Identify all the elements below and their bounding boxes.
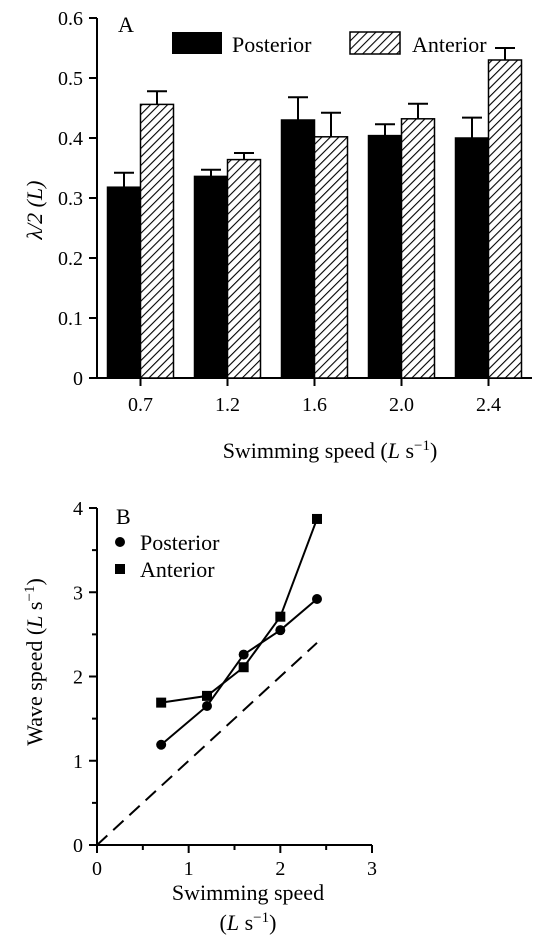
legend-marker-posterior bbox=[115, 537, 125, 547]
panel-b-x-axis-unit: (L s−1) bbox=[220, 910, 277, 935]
panel-a-y-tick-label: 0.2 bbox=[58, 248, 83, 270]
panel-b-x-tick-label: 3 bbox=[367, 858, 377, 880]
panel-a-y-axis-title: λ/2 (L) bbox=[22, 180, 47, 240]
legend-swatch-anterior bbox=[349, 31, 401, 55]
panel-a-bar-posterior bbox=[193, 175, 229, 379]
panel-a-x-tick-label: 1.6 bbox=[302, 394, 327, 416]
panel-b-point-anterior bbox=[275, 611, 286, 622]
panel-a-legend: Posterior Anterior bbox=[172, 31, 487, 57]
panel-a-bar-posterior bbox=[367, 134, 403, 379]
panel-b-y-tick-label: 4 bbox=[73, 498, 83, 520]
panel-a-bars bbox=[106, 47, 523, 379]
panel-a-x-axis-title: Swimming speed (L s−1) bbox=[223, 438, 438, 463]
panel-b-axes: 0 1 2 3 4 0 1 2 3 bbox=[73, 498, 377, 880]
panel-b-point-posterior bbox=[156, 739, 167, 750]
panel-b-y-tick-label: 1 bbox=[73, 751, 83, 773]
panel-a-x-tick-label: 2.0 bbox=[389, 394, 414, 416]
panel-a-bar-posterior bbox=[454, 137, 490, 379]
panel-b-point-posterior bbox=[275, 625, 286, 636]
panel-a-y-tick-label: 0.5 bbox=[58, 68, 83, 90]
panel-a-bar-anterior bbox=[487, 59, 523, 379]
panel-a-bar-anterior bbox=[226, 158, 262, 379]
legend-label-b-posterior: Posterior bbox=[140, 530, 220, 555]
panel-a-x-tick-label: 1.2 bbox=[215, 394, 240, 416]
panel-b-y-tick-label: 2 bbox=[73, 667, 83, 689]
panel-a-y-tick-label: 0.6 bbox=[58, 8, 83, 30]
panel-a-bar-posterior bbox=[106, 186, 142, 379]
panel-a-x-tick-label: 0.7 bbox=[128, 394, 153, 416]
panel-a-y-tick-label: 0.1 bbox=[58, 308, 83, 330]
panel-b-y-axis-title: Wave speed (L s−1) bbox=[22, 578, 47, 746]
panel-a-label: A bbox=[118, 12, 134, 37]
panel-b-label: B bbox=[116, 504, 131, 529]
legend-label-b-anterior: Anterior bbox=[140, 557, 215, 582]
panel-a-bar-posterior bbox=[280, 119, 316, 379]
legend-label-posterior: Posterior bbox=[232, 32, 312, 57]
panel-b-y-tick-label: 3 bbox=[73, 582, 83, 604]
panel-b-point-anterior bbox=[312, 513, 322, 524]
legend-label-anterior: Anterior bbox=[412, 32, 487, 57]
panel-b-point-posterior bbox=[312, 593, 322, 604]
panel-a-y-tick-label: 0 bbox=[73, 368, 83, 390]
panel-a-x-tick-label: 2.4 bbox=[476, 394, 501, 416]
panel-a-y-tick-label: 0.3 bbox=[58, 188, 83, 210]
panel-b-legend: Posterior Anterior bbox=[115, 530, 220, 582]
panel-a-bar-chart: A 0 0.1 0.2 0.3 0.4 0.5 0.6 0.7 1.2 1.6 2.0 2.4 Pos… bbox=[22, 8, 532, 463]
panel-b-x-tick-label: 1 bbox=[184, 858, 194, 880]
panel-b-series bbox=[96, 513, 322, 846]
panel-b-x-tick-label: 2 bbox=[275, 858, 285, 880]
panel-a-bar-anterior bbox=[139, 103, 175, 379]
panel-b-point-anterior bbox=[238, 662, 249, 673]
panel-b-y-tick-label: 0 bbox=[73, 835, 83, 857]
panel-b-point-anterior bbox=[156, 697, 167, 708]
panel-b-point-posterior bbox=[238, 649, 249, 660]
panel-a-bar-anterior bbox=[400, 118, 436, 379]
panel-a-axes: 0 0.1 0.2 0.3 0.4 0.5 0.6 0.7 1.2 1.6 2.0 2.4 bbox=[58, 8, 532, 416]
panel-b-point-anterior bbox=[202, 690, 212, 701]
legend-swatch-posterior bbox=[172, 32, 222, 54]
panel-b-x-tick-label: 0 bbox=[92, 858, 102, 880]
panel-a-bar-anterior bbox=[313, 136, 349, 379]
panel-b-line-chart: B 0 1 2 3 4 0 1 2 3 Posterior Anterior Swimming … bbox=[22, 498, 377, 935]
legend-marker-anterior bbox=[115, 564, 125, 574]
panel-a-y-tick-label: 0.4 bbox=[58, 128, 83, 150]
panel-b-x-axis-title: Swimming speed bbox=[172, 880, 324, 905]
panel-b-point-posterior bbox=[202, 700, 212, 711]
panel-b-reference-line bbox=[96, 642, 318, 846]
